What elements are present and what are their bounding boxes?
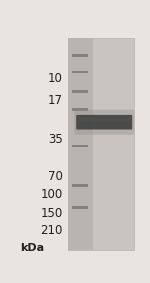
Text: 150: 150 (41, 207, 63, 220)
Bar (72, 71, 88, 73)
Text: kDa: kDa (20, 243, 44, 253)
Bar (72, 90, 88, 93)
Text: 17: 17 (48, 94, 63, 107)
FancyBboxPatch shape (76, 115, 132, 130)
Text: 100: 100 (41, 188, 63, 201)
FancyBboxPatch shape (74, 110, 134, 135)
Bar (72, 108, 88, 111)
Bar (72, 206, 88, 209)
Text: 210: 210 (40, 224, 63, 237)
Bar (72, 184, 88, 187)
Bar (68, 38, 134, 250)
Bar (68, 38, 93, 250)
FancyBboxPatch shape (78, 117, 131, 122)
Text: 35: 35 (48, 133, 63, 146)
Text: 70: 70 (48, 170, 63, 183)
Text: 10: 10 (48, 72, 63, 85)
Bar (72, 145, 88, 147)
Bar (72, 54, 88, 57)
